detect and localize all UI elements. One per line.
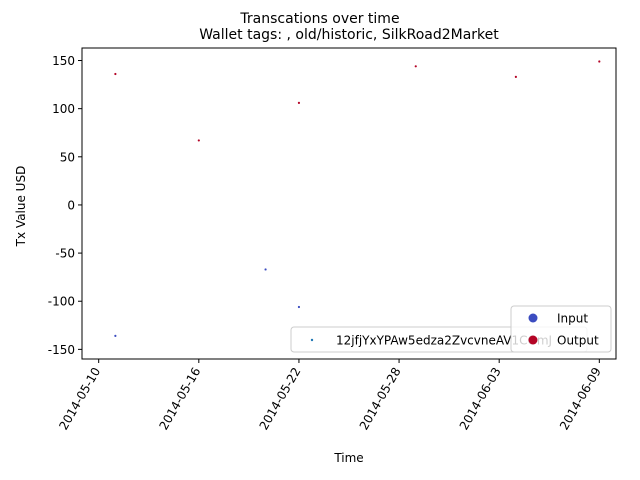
data-point-output (598, 60, 601, 63)
y-tick-label: 0 (67, 198, 75, 212)
x-axis-label: Time (333, 451, 363, 465)
data-point-input (264, 268, 267, 271)
data-point-output (197, 139, 200, 142)
legend-output-label: Output (557, 334, 599, 348)
data-point-output (514, 75, 517, 78)
y-tick-label: 50 (60, 150, 75, 164)
data-point-output (297, 101, 301, 104)
x-tick-label: 2014-06-03 (457, 365, 504, 432)
chart-title: Wallet tags: , old/historic, SilkRoad2Ma… (199, 27, 499, 43)
ticks-layer: -150 -100 -50 0 50 100 150 2014-05-10 2014-05-16… (48, 54, 604, 432)
legend-layer: 12jfjYxYPAw5edza2ZvcvneAV1CGmJ Input Outpu… (290, 305, 612, 353)
y-tick-label: -150 (48, 343, 75, 357)
y-tick-label: 100 (52, 102, 75, 116)
data-point-output (414, 65, 417, 68)
legend-input-label: Input (557, 312, 588, 326)
data-point-input (297, 305, 301, 309)
y-tick-label: -100 (48, 295, 75, 309)
x-tick-label: 2014-05-10 (56, 365, 103, 432)
data-point-output (114, 72, 117, 76)
chart-suptitle: Transcations over time (239, 11, 399, 27)
x-tick-label: 2014-05-22 (257, 365, 304, 432)
legend-wallet-marker (310, 338, 314, 342)
legend-input-marker (528, 313, 538, 323)
plot-frame (81, 47, 617, 360)
y-tick-label: 150 (52, 54, 75, 68)
points-layer (114, 60, 601, 337)
x-tick-label: 2014-06-09 (557, 365, 604, 432)
x-tick-label: 2014-05-16 (156, 365, 203, 432)
y-tick-label: -50 (55, 247, 75, 261)
legend-wallet-label: 12jfjYxYPAw5edza2ZvcvneAV1CGmJ (336, 334, 552, 348)
x-tick-label: 2014-05-28 (357, 365, 404, 432)
data-point-input (114, 334, 117, 337)
y-axis-label: Tx Value USD (14, 166, 28, 248)
legend-output-marker (528, 335, 538, 345)
